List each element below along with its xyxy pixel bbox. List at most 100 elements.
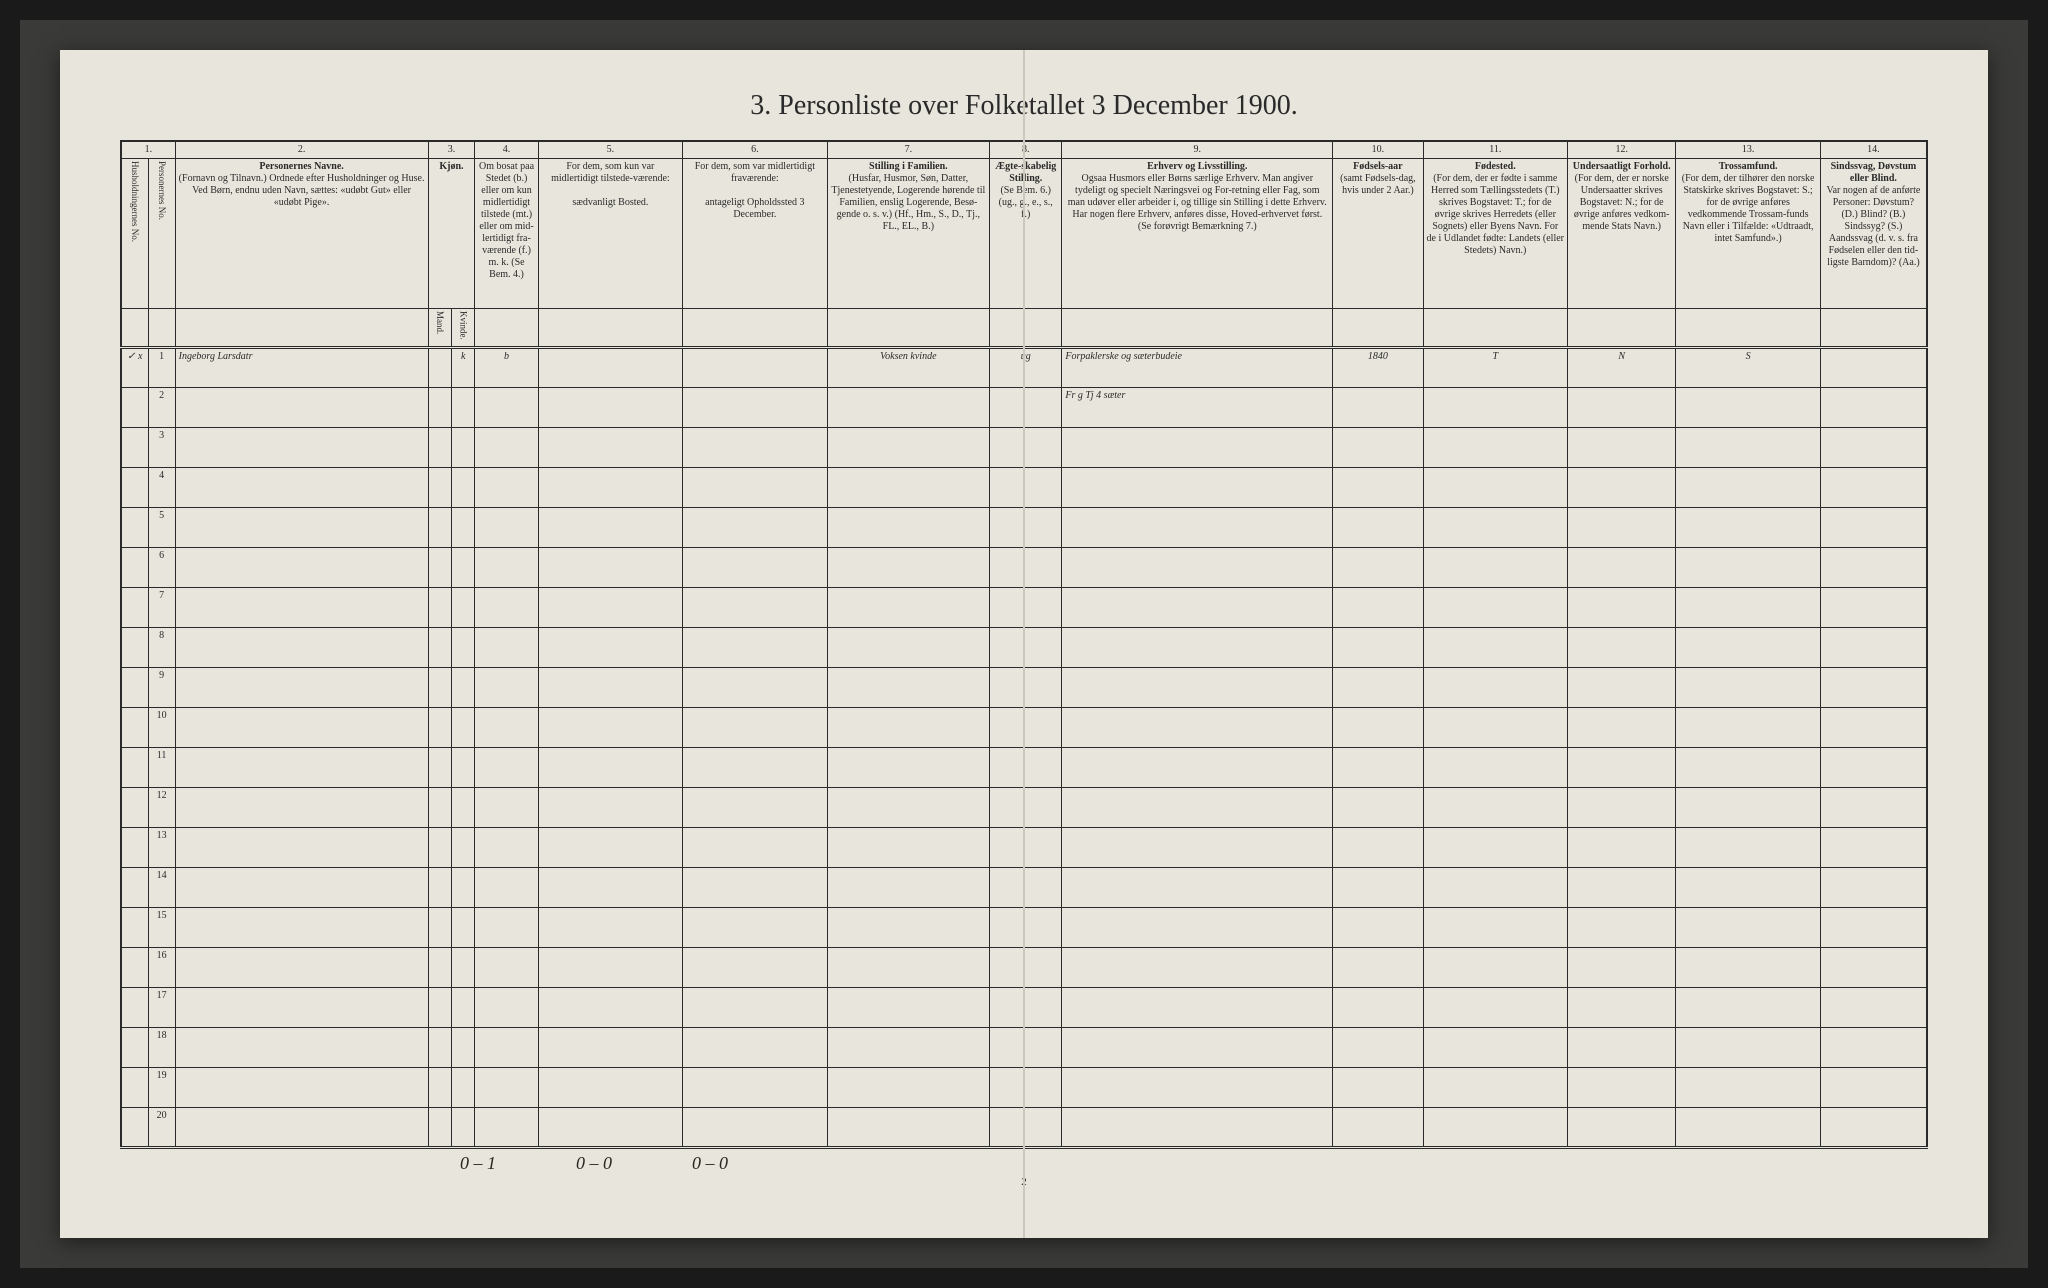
sex-m: Mand.: [428, 309, 451, 348]
cell: [451, 947, 474, 987]
cell: [538, 987, 682, 1027]
cell: [121, 507, 148, 547]
cell: [428, 667, 451, 707]
cell: [1333, 827, 1423, 867]
cell: [121, 907, 148, 947]
cell: [1568, 947, 1676, 987]
cell: [175, 1107, 428, 1147]
cell: [475, 627, 538, 667]
colnum: 1.: [121, 141, 175, 159]
cell: [1423, 587, 1567, 627]
cell: [683, 707, 827, 747]
cell: 12: [148, 787, 175, 827]
cell: [683, 947, 827, 987]
cell: [451, 547, 474, 587]
colnum: 13.: [1676, 141, 1820, 159]
cell: [683, 667, 827, 707]
cell: [1423, 907, 1567, 947]
cell: [1676, 1067, 1820, 1107]
blank: [1676, 309, 1820, 348]
cell: 8: [148, 627, 175, 667]
blank: [1820, 309, 1927, 348]
cell: 18: [148, 1027, 175, 1067]
cell: [451, 467, 474, 507]
cell: [1062, 547, 1333, 587]
cell: [1676, 747, 1820, 787]
cell: [1568, 867, 1676, 907]
cell: [1062, 827, 1333, 867]
colnum: 11.: [1423, 141, 1567, 159]
col-header: Trossamfund. (For dem, der tilhører den …: [1676, 159, 1820, 309]
col-header: For dem, som kun var midlertidigt tilste…: [538, 159, 682, 309]
cell: [683, 627, 827, 667]
cell: [538, 867, 682, 907]
cell: [475, 707, 538, 747]
cell: [428, 587, 451, 627]
cell: [1676, 667, 1820, 707]
cell: [683, 587, 827, 627]
cell: [1423, 387, 1567, 427]
blank: [1568, 309, 1676, 348]
cell: [428, 467, 451, 507]
cell: [1062, 427, 1333, 467]
cell: [451, 587, 474, 627]
cell: [451, 827, 474, 867]
cell: 7: [148, 587, 175, 627]
cell: [1676, 627, 1820, 667]
cell: [451, 867, 474, 907]
cell: [1333, 987, 1423, 1027]
cell: [428, 507, 451, 547]
colnum: 12.: [1568, 141, 1676, 159]
cell: [1676, 827, 1820, 867]
cell: [827, 827, 990, 867]
cell: [827, 1107, 990, 1147]
cell: [990, 1067, 1062, 1107]
cell: [175, 707, 428, 747]
cell: [121, 1107, 148, 1147]
cell: [538, 587, 682, 627]
col-header: Personernes No.: [148, 159, 175, 309]
cell: [1568, 787, 1676, 827]
cell: [451, 1027, 474, 1067]
cell: [175, 1067, 428, 1107]
cell: 10: [148, 707, 175, 747]
col-header: Personernes Navne. (Fornavn og Tilnavn.)…: [175, 159, 428, 309]
cell: [538, 947, 682, 987]
cell: [990, 627, 1062, 667]
cell: [451, 987, 474, 1027]
sex-k: Kvinde.: [451, 309, 474, 348]
cell: [1423, 1027, 1567, 1067]
cell: [827, 1067, 990, 1107]
cell: [475, 1027, 538, 1067]
cell: [428, 347, 451, 387]
colnum: 5.: [538, 141, 682, 159]
cell: [538, 387, 682, 427]
cell: [683, 387, 827, 427]
cell: [990, 1107, 1062, 1147]
cell: [683, 987, 827, 1027]
cell: [121, 1067, 148, 1107]
cell: [538, 427, 682, 467]
cell: [1062, 667, 1333, 707]
cell: [175, 867, 428, 907]
cell: ✓ x: [121, 347, 148, 387]
cell: [1062, 867, 1333, 907]
footer-tallies: 0 – 1 0 – 0 0 – 0: [460, 1153, 1928, 1174]
cell: [1568, 587, 1676, 627]
cell: [1062, 787, 1333, 827]
cell: 14: [148, 867, 175, 907]
cell: [121, 627, 148, 667]
cell: [990, 907, 1062, 947]
cell: Ingeborg Larsdatr: [175, 347, 428, 387]
cell: [1333, 707, 1423, 747]
cell: 20: [148, 1107, 175, 1147]
cell: [175, 627, 428, 667]
cell: [428, 947, 451, 987]
cell: [475, 867, 538, 907]
cell: [475, 427, 538, 467]
cell: [451, 627, 474, 667]
cell: [827, 587, 990, 627]
blank: [475, 309, 538, 348]
cell: 11: [148, 747, 175, 787]
cell: [683, 1107, 827, 1147]
